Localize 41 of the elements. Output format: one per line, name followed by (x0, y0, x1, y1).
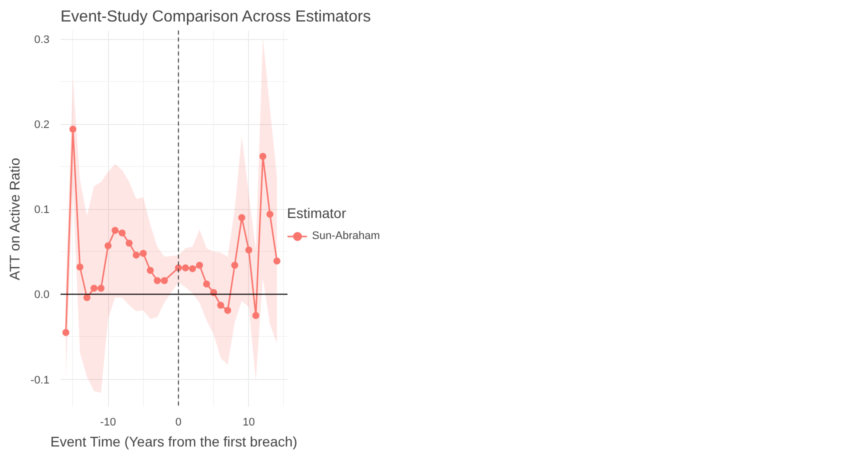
y-tick-label: 0.0 (34, 289, 50, 302)
point (189, 265, 196, 272)
point (273, 258, 280, 265)
point (231, 262, 238, 269)
point (252, 312, 260, 319)
point (203, 280, 210, 288)
point (104, 242, 112, 250)
point (182, 264, 189, 272)
point (140, 250, 147, 257)
x-tick-label: -10 (100, 416, 116, 428)
x-axis-title: Event Time (Years from the first breach) (50, 434, 298, 450)
point (238, 214, 246, 222)
point (146, 266, 154, 274)
point (266, 210, 274, 218)
x-tick-label: 0 (175, 416, 182, 428)
point (224, 306, 232, 314)
point (90, 284, 98, 292)
chart-title: Event-Study Comparison Across Estimators (60, 8, 371, 26)
y-tick-label: 0.2 (34, 119, 50, 132)
x-tick-label: 10 (242, 416, 255, 428)
point (259, 152, 266, 160)
point (98, 284, 105, 292)
point (76, 263, 84, 270)
point (154, 277, 161, 284)
point (83, 294, 90, 302)
point (132, 252, 140, 259)
y-axis-title: ATT on Active Ratio (6, 158, 23, 280)
point (112, 226, 119, 234)
y-tick-label: 0.1 (34, 204, 50, 216)
point (62, 328, 70, 336)
legend-label: Sun-Abraham (312, 230, 380, 242)
point (160, 277, 168, 284)
y-tick-label: -0.1 (30, 374, 50, 386)
point (69, 126, 76, 133)
y-tick-label: 0.3 (34, 34, 50, 46)
point (196, 262, 204, 269)
point (217, 302, 224, 309)
point (118, 229, 126, 236)
point (126, 240, 133, 247)
legend-title: Estimator (287, 205, 348, 221)
point (245, 246, 252, 254)
